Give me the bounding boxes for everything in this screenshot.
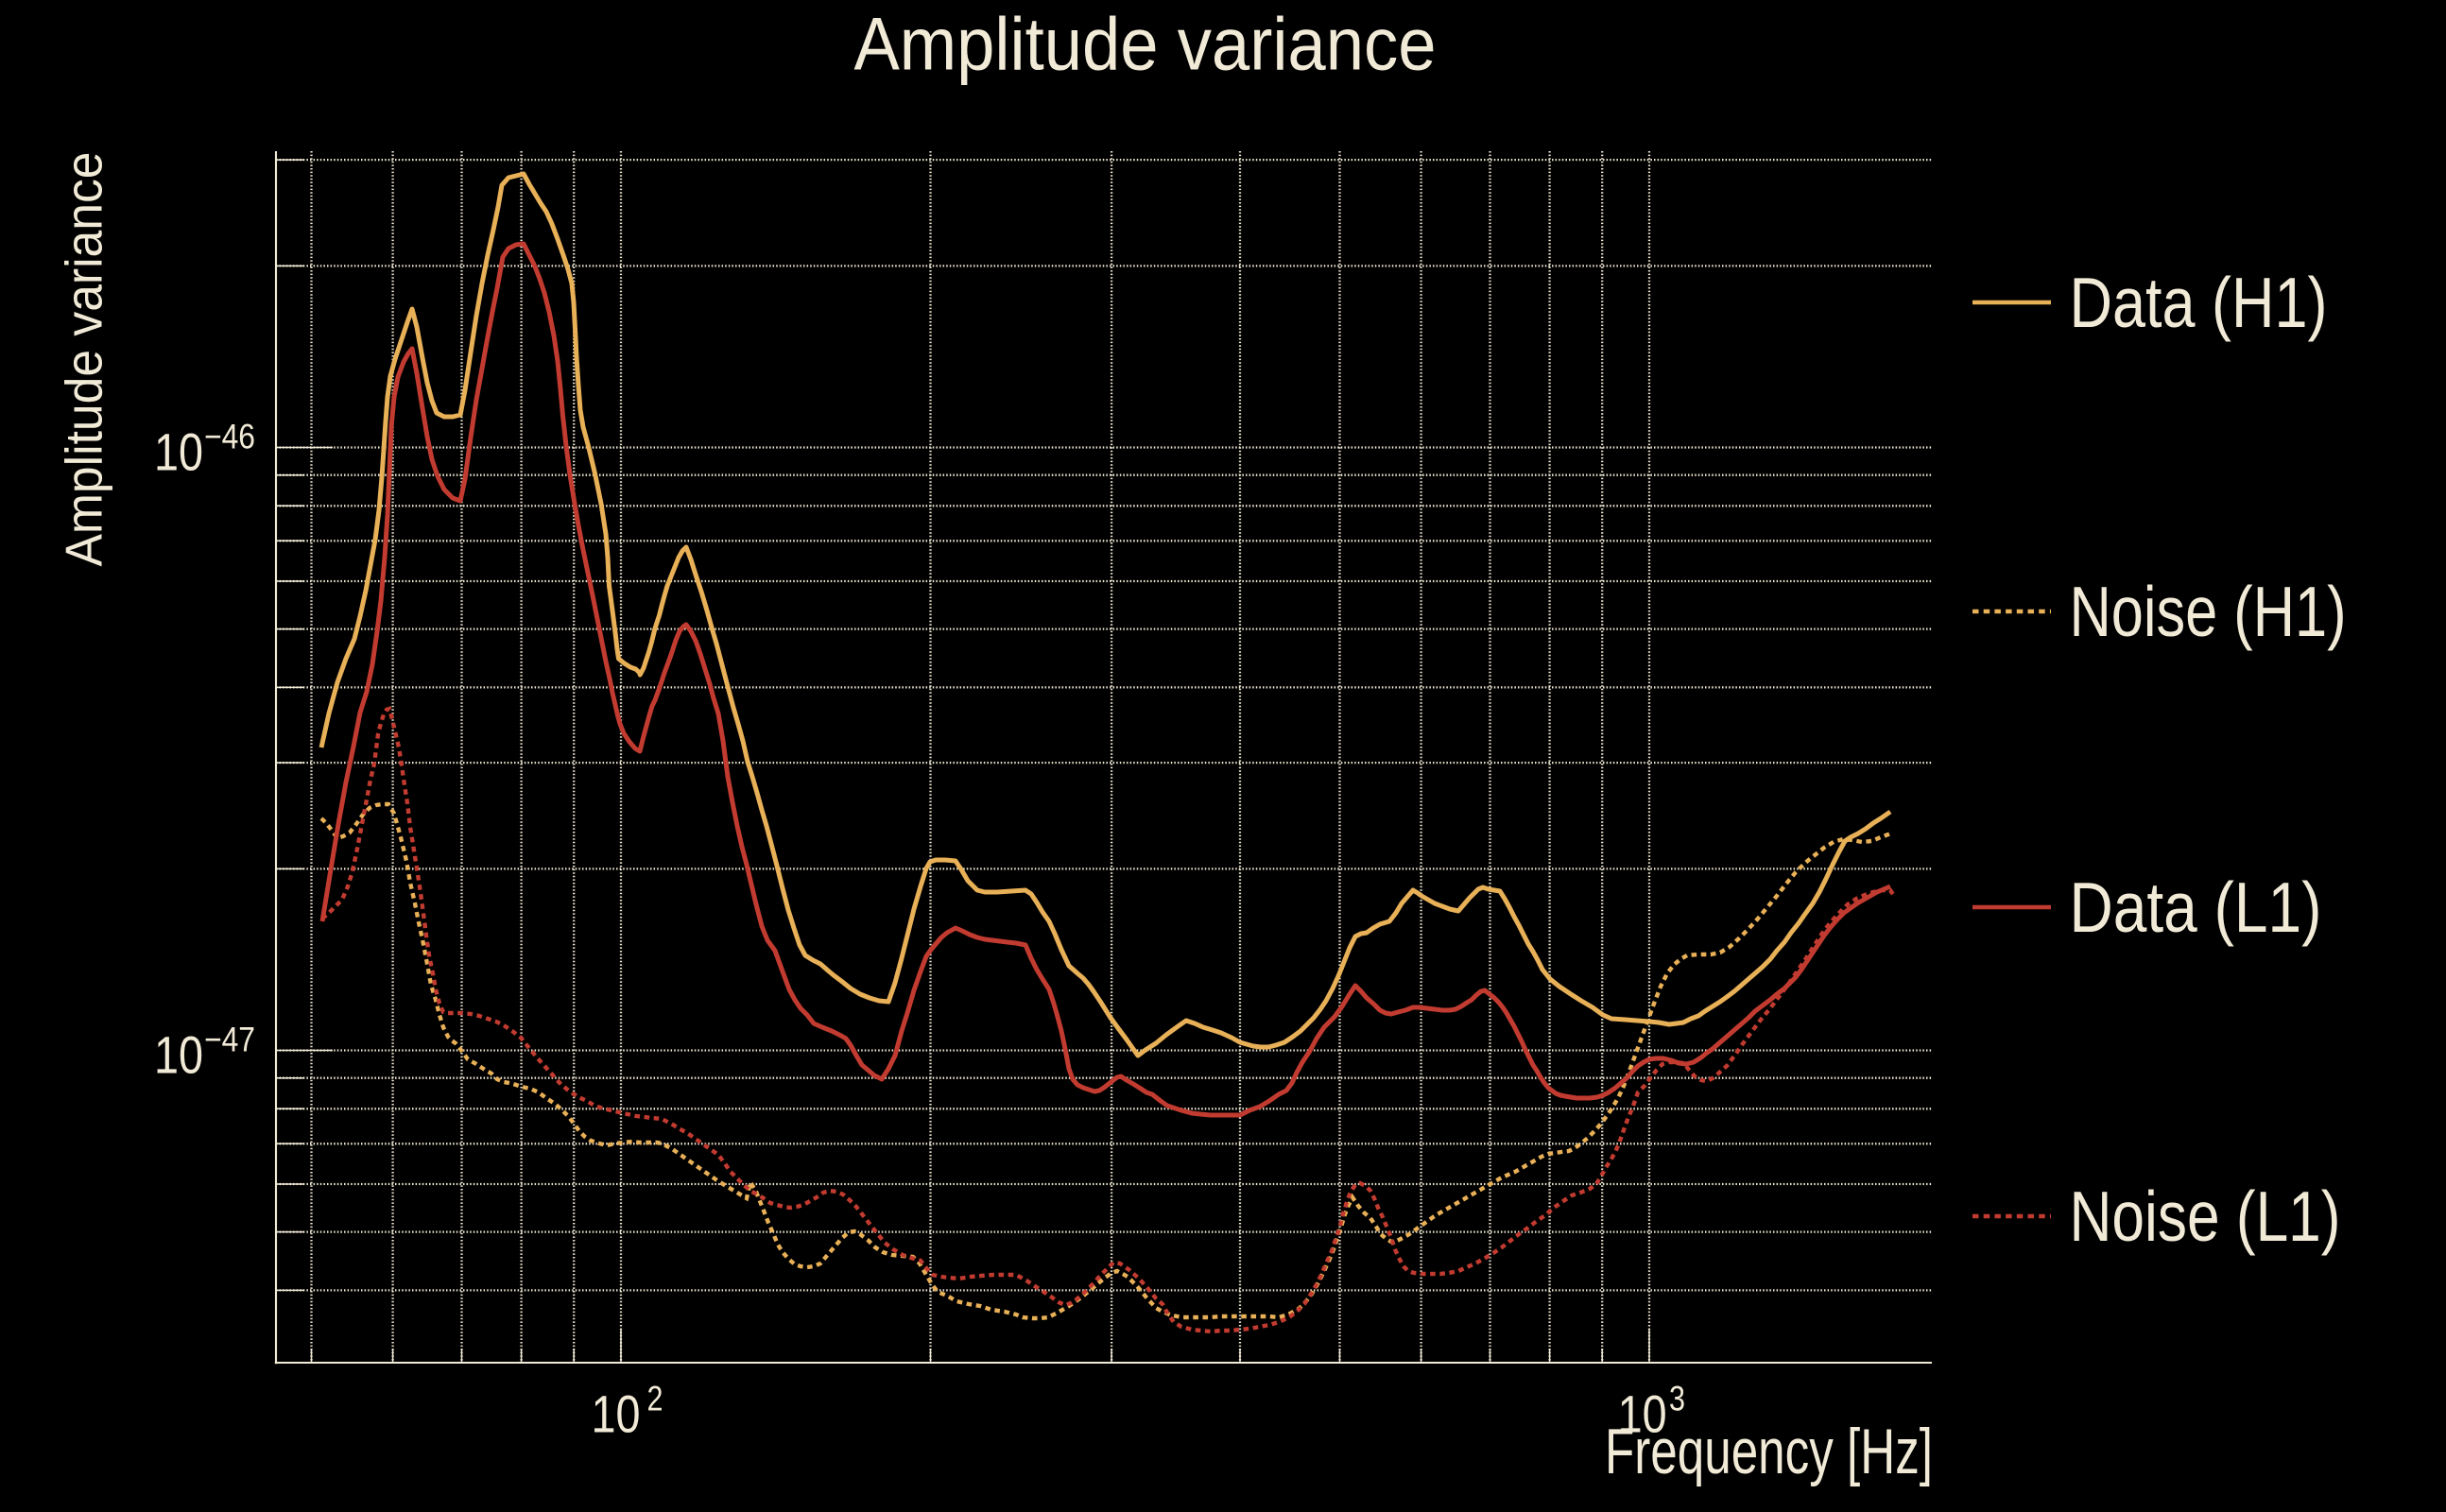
svg-text:Amplitude variance: Amplitude variance bbox=[55, 152, 113, 567]
svg-text:−47: −47 bbox=[204, 1021, 255, 1059]
svg-text:10: 10 bbox=[154, 422, 203, 482]
svg-text:3: 3 bbox=[1669, 1380, 1685, 1418]
svg-text:10: 10 bbox=[592, 1384, 641, 1444]
svg-text:2: 2 bbox=[647, 1380, 663, 1418]
svg-text:−46: −46 bbox=[204, 418, 255, 456]
svg-text:Noise (H1): Noise (H1) bbox=[2070, 572, 2347, 651]
svg-text:Data (H1): Data (H1) bbox=[2070, 263, 2328, 342]
svg-text:Frequency [Hz]: Frequency [Hz] bbox=[1605, 1416, 1933, 1487]
svg-text:Noise (L1): Noise (L1) bbox=[2070, 1177, 2341, 1256]
svg-text:Data (L1): Data (L1) bbox=[2070, 868, 2322, 947]
svg-text:10: 10 bbox=[154, 1025, 203, 1085]
svg-text:10: 10 bbox=[1618, 1384, 1667, 1444]
svg-text:Amplitude variance: Amplitude variance bbox=[854, 2, 1437, 86]
